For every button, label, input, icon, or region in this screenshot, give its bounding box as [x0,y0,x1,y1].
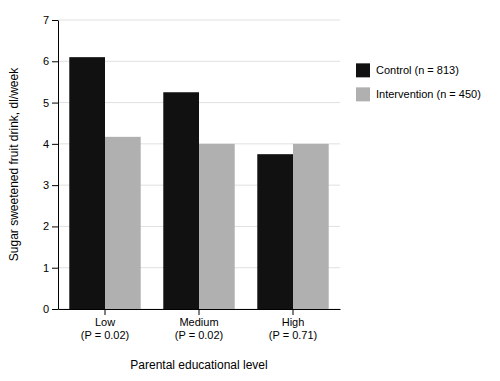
y-tick-label: 1 [43,262,49,274]
y-tick: 7 [43,14,58,26]
x-tick-label-line: Medium [179,316,218,328]
x-tick-label-line: (P = 0.02) [81,329,129,341]
legend-swatch [356,87,370,101]
x-tick-label-line: Low [95,316,115,328]
x-tick-label: High(P = 0.71) [269,316,317,341]
y-tick: 3 [43,179,58,191]
y-tick-mark [52,309,58,310]
y-tick: 6 [43,55,58,67]
legend-label: Control (n = 813) [376,64,459,76]
x-tick: Low(P = 0.02) [81,309,129,341]
x-axis-title: Parental educational level [130,358,267,372]
y-tick-mark [52,20,58,21]
y-tick-label: 0 [43,303,49,315]
y-tick: 0 [43,303,58,315]
x-axis: Low(P = 0.02)Medium(P = 0.02)High(P = 0.… [59,309,341,341]
y-tick-mark [52,103,58,104]
y-axis: 0 1 2 3 4 5 6 7 [43,14,59,315]
y-tick-mark [52,268,58,269]
grid [58,20,340,309]
y-tick-label: 4 [43,138,49,150]
bar [105,137,141,309]
x-tick-label-line: (P = 0.02) [175,329,223,341]
bar [69,57,105,309]
y-tick: 4 [43,138,58,150]
bars [69,57,328,309]
x-tick: Medium(P = 0.02) [175,309,223,341]
y-tick-label: 6 [43,55,49,67]
x-tick-mark [105,309,106,315]
y-axis-line [58,21,59,310]
y-axis-title: Sugar sweetened fruit drink, dl/week [7,67,21,261]
legend-item: Control (n = 813) [356,63,459,77]
y-tick: 1 [43,262,58,274]
chart: 01234567Low(P = 0.02)Medium(P = 0.02)Hig… [0,0,500,381]
x-tick-label: Medium(P = 0.02) [175,316,223,341]
bar [293,144,329,309]
y-tick-mark [52,226,58,227]
y-tick-label: 5 [43,97,49,109]
x-tick-mark [199,309,200,315]
plot: 01234567Low(P = 0.02)Medium(P = 0.02)Hig… [43,14,341,341]
y-tick-label: 2 [43,220,49,232]
bar-series [69,57,293,309]
y-tick-mark [52,61,58,62]
legend-label: Intervention (n = 450) [376,88,481,100]
legend-swatch [356,63,370,77]
y-tick: 2 [43,220,58,232]
y-tick-mark [52,144,58,145]
x-tick-label: Low(P = 0.02) [81,316,129,341]
bar-series [105,137,329,309]
y-tick-label: 3 [43,179,49,191]
grid-line [58,20,340,21]
x-tick: High(P = 0.71) [269,309,317,341]
x-tick-label-line: High [282,316,305,328]
x-tick-label-line: (P = 0.71) [269,329,317,341]
bar [257,154,293,309]
legend-item: Intervention (n = 450) [356,87,481,101]
bar [163,92,199,309]
y-tick: 5 [43,97,58,109]
legend: Control (n = 813) Intervention (n = 450) [356,63,481,101]
y-tick-label: 7 [43,14,49,26]
y-tick-mark [52,185,58,186]
x-tick-mark [293,309,294,315]
bar [199,144,235,309]
